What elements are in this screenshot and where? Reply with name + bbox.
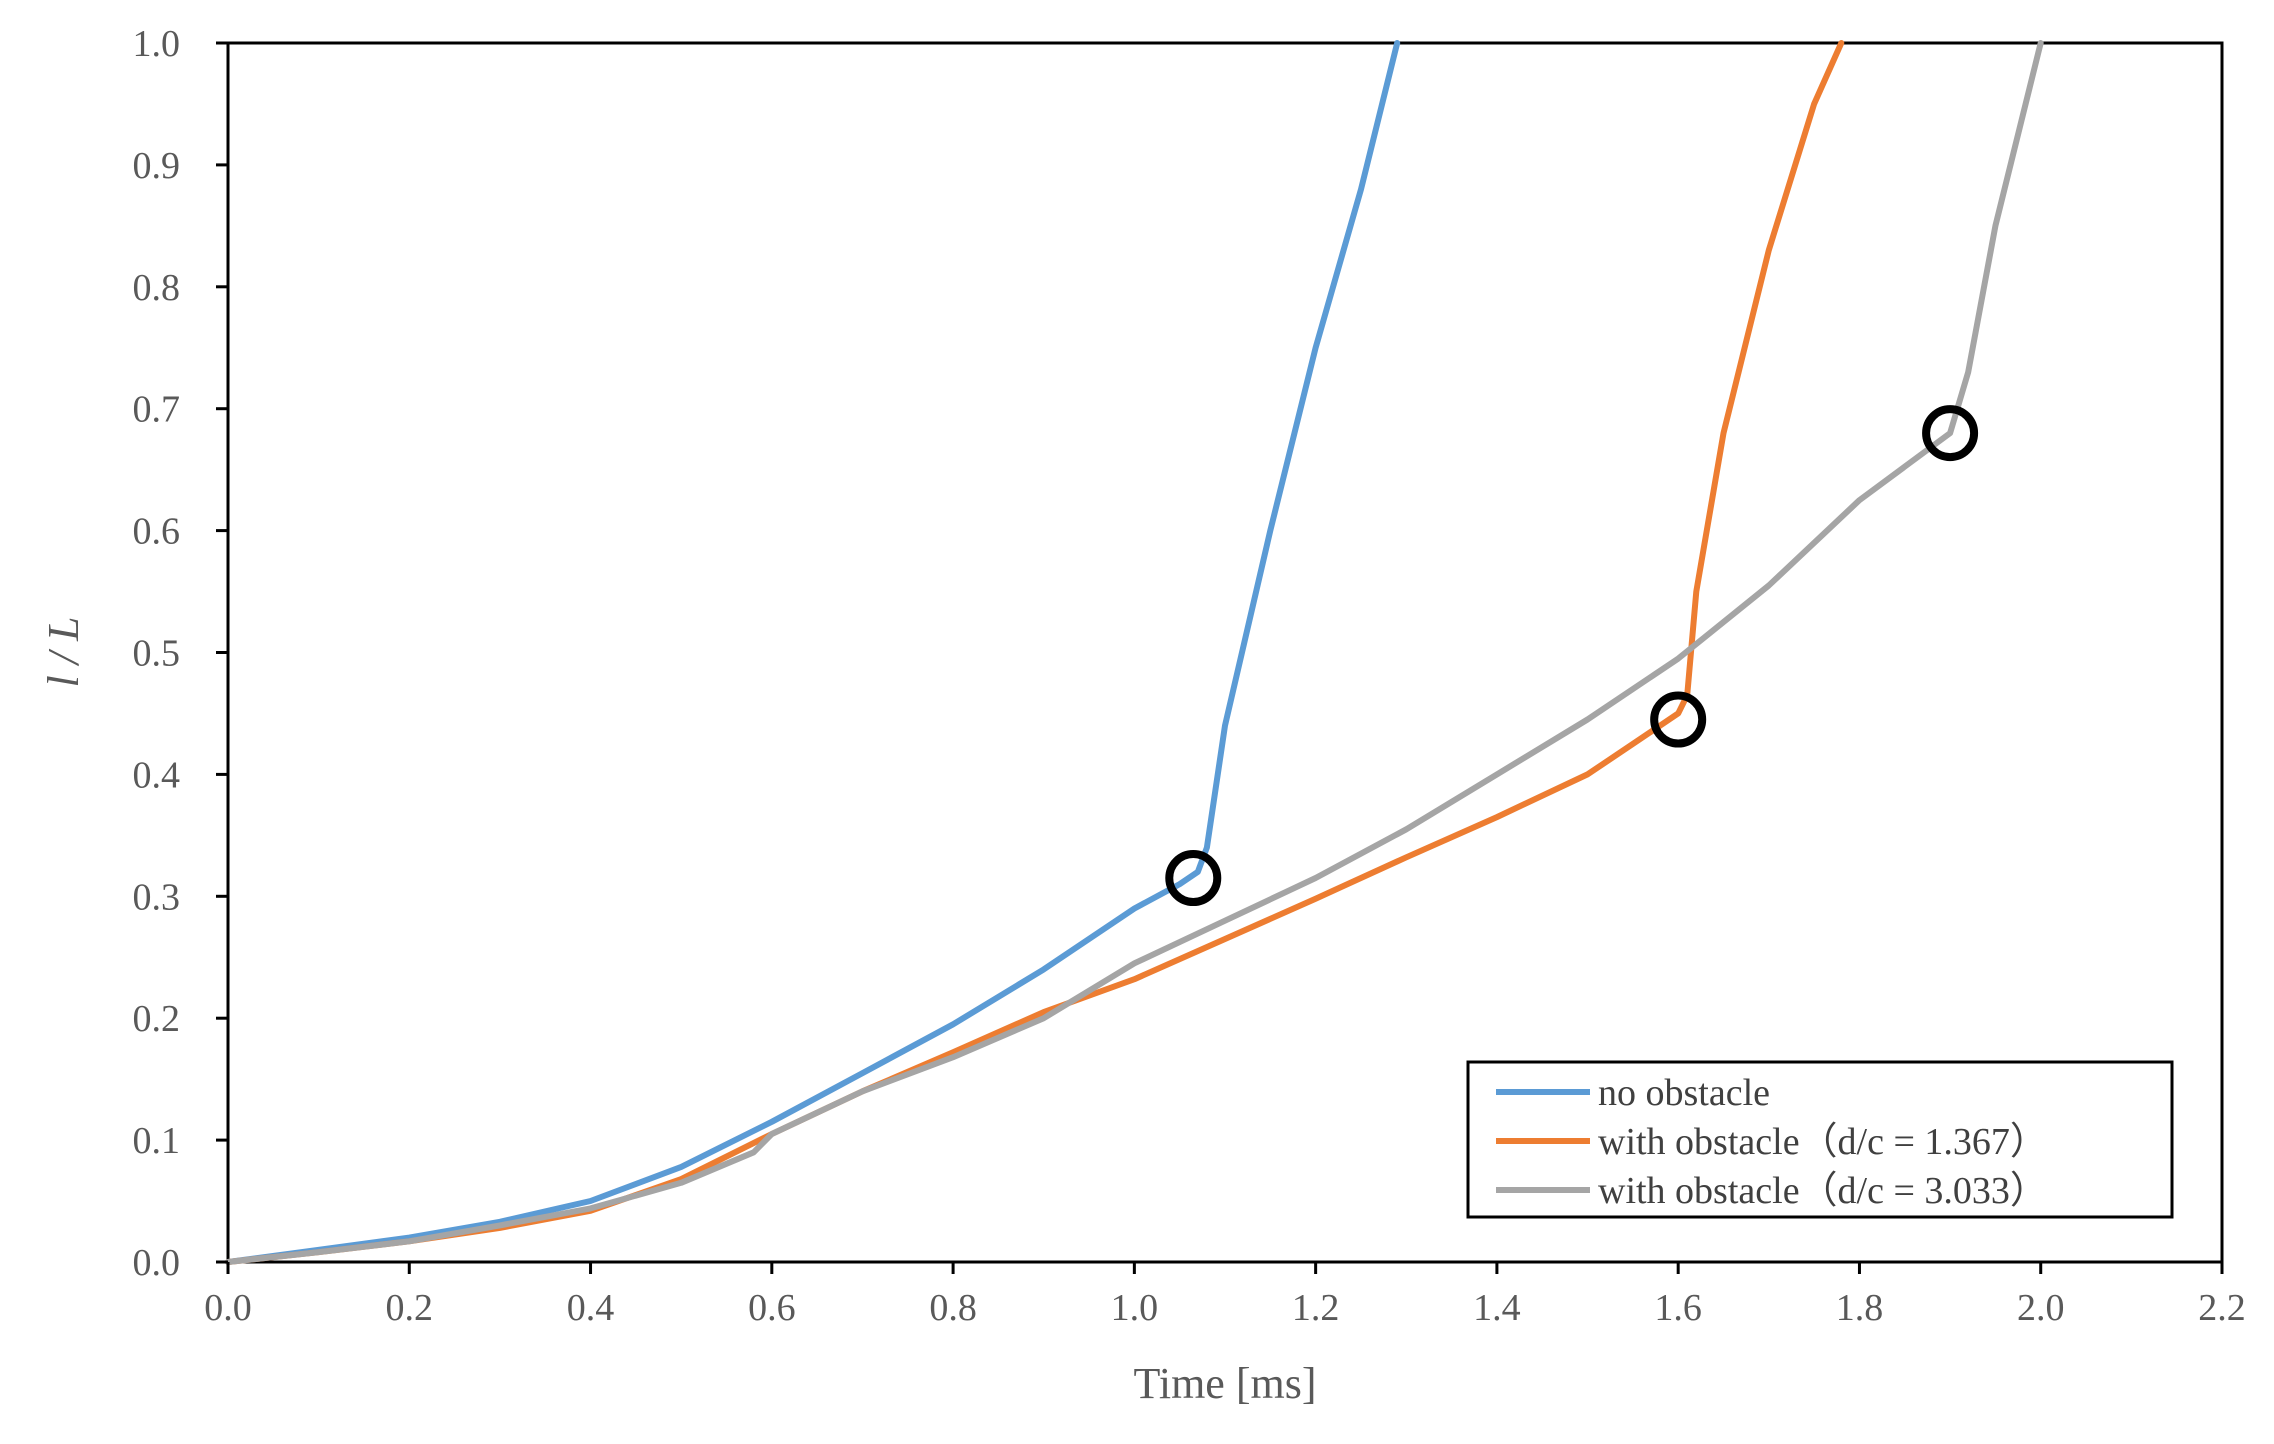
x-tick-label: 0.0 bbox=[204, 1287, 252, 1329]
marker-layer bbox=[1165, 405, 1979, 907]
x-tick-label: 0.6 bbox=[748, 1287, 796, 1329]
y-tick-label: 0.6 bbox=[133, 511, 181, 553]
y-tick-label: 0.5 bbox=[133, 633, 181, 675]
y-tick-label: 0.2 bbox=[133, 998, 181, 1040]
x-tick-label: 2.0 bbox=[2017, 1287, 2065, 1329]
x-tick-label: 0.4 bbox=[567, 1287, 615, 1329]
transition-marker-1 bbox=[1165, 850, 1222, 907]
y-axis-title: l / L bbox=[39, 617, 88, 688]
legend-label-3: with obstacle（d/c = 3.033） bbox=[1598, 1170, 2048, 1212]
legend: no obstacle with obstacle（d/c = 1.367） wit… bbox=[1466, 1060, 2174, 1219]
x-tick-label: 1.2 bbox=[1292, 1287, 1340, 1329]
y-tick-label: 0.4 bbox=[133, 754, 181, 796]
x-tick-label: 2.2 bbox=[2198, 1287, 2246, 1329]
y-tick-label: 0.1 bbox=[133, 1120, 181, 1162]
series-line-3 bbox=[225, 40, 2044, 1265]
y-tick-label: 0.9 bbox=[133, 145, 181, 187]
legend-label-1: no obstacle bbox=[1598, 1072, 1770, 1114]
plot-area bbox=[226, 41, 2224, 1264]
y-tick-label: 1.0 bbox=[133, 23, 181, 65]
y-tick-label: 0.0 bbox=[133, 1242, 181, 1284]
y-axis: 0.0 0.1 0.2 0.3 0.4 0.5 0.6 0.7 0.8 0.9 1.0 bbox=[133, 23, 228, 1284]
x-axis: 0.0 0.2 0.4 0.6 0.8 1.0 1.2 1.4 1.6 1.8 2.0 2.2 bbox=[204, 1262, 2246, 1329]
series-line-1 bbox=[225, 40, 1401, 1265]
y-tick-label: 0.3 bbox=[133, 876, 181, 918]
x-tick-label: 1.4 bbox=[1473, 1287, 1521, 1329]
x-tick-label: 1.8 bbox=[1836, 1287, 1884, 1329]
transition-marker-3 bbox=[1922, 405, 1979, 462]
transition-marker-2 bbox=[1650, 691, 1707, 748]
x-tick-label: 0.8 bbox=[929, 1287, 977, 1329]
legend-label-2: with obstacle（d/c = 1.367） bbox=[1598, 1121, 2048, 1163]
series-layer bbox=[225, 40, 2044, 1265]
x-tick-label: 1.6 bbox=[1654, 1287, 1702, 1329]
y-tick-label: 0.7 bbox=[133, 389, 181, 431]
x-axis-title: Time [ms] bbox=[1134, 1359, 1317, 1408]
y-tick-label: 0.8 bbox=[133, 267, 181, 309]
x-tick-label: 0.2 bbox=[386, 1287, 434, 1329]
x-tick-label: 1.0 bbox=[1111, 1287, 1159, 1329]
